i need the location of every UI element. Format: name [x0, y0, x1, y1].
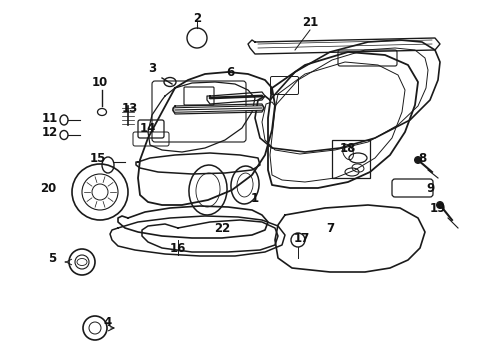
Text: 12: 12 [42, 126, 58, 139]
Text: 16: 16 [170, 242, 186, 255]
Text: 14: 14 [140, 122, 156, 135]
Text: 8: 8 [418, 152, 426, 165]
Text: 6: 6 [226, 66, 234, 78]
Text: 10: 10 [92, 76, 108, 89]
Text: 1: 1 [251, 192, 259, 204]
Text: 18: 18 [340, 141, 356, 154]
Text: 4: 4 [104, 316, 112, 329]
Text: 15: 15 [90, 152, 106, 165]
Text: 11: 11 [42, 112, 58, 125]
Text: 2: 2 [193, 12, 201, 24]
Text: 7: 7 [326, 221, 334, 234]
Text: 3: 3 [148, 62, 156, 75]
Text: 19: 19 [430, 202, 446, 215]
Text: 13: 13 [122, 102, 138, 114]
Text: 9: 9 [426, 181, 434, 194]
Text: 17: 17 [294, 231, 310, 244]
Bar [332, 140, 370, 178]
Text: 5: 5 [48, 252, 56, 265]
Text: 20: 20 [40, 181, 56, 194]
Circle shape [436, 201, 444, 209]
Text: 22: 22 [214, 221, 230, 234]
Text: 21: 21 [302, 15, 318, 28]
Circle shape [414, 156, 422, 164]
